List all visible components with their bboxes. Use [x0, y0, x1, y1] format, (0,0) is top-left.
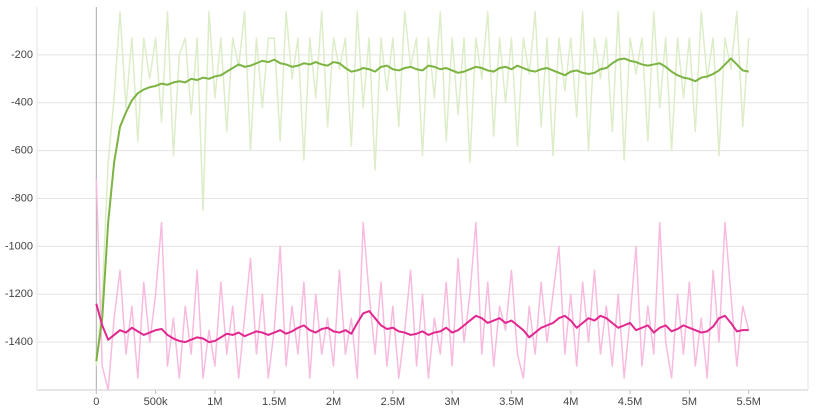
x-tick-label: 2.5M — [381, 396, 405, 408]
x-tick-label: 1M — [207, 396, 222, 408]
grid — [36, 7, 809, 394]
y-tick-label: -800 — [11, 192, 33, 204]
y-tick-label: -400 — [11, 97, 33, 109]
y-tick-label: -600 — [11, 145, 33, 157]
y-tick-label: -1000 — [5, 240, 33, 252]
x-tick-label: 2M — [326, 396, 341, 408]
x-tick-label: 4M — [563, 396, 578, 408]
x-tick-label: 3M — [445, 396, 460, 408]
series-line — [95, 57, 749, 362]
y-tick-label: -1200 — [5, 288, 33, 300]
y-tick-label: -200 — [11, 49, 33, 61]
x-tick-label: 5.5M — [736, 396, 760, 408]
series-line — [95, 303, 749, 344]
x-tick-label: 0 — [93, 396, 99, 408]
x-tick-label: 500k — [144, 396, 168, 408]
plot-area — [95, 11, 750, 390]
y-tick-label: -1400 — [5, 336, 33, 348]
axis-labels: -1400 -1200 -1000 -800 -600 -400 -200 0 500k 1M 1.… — [5, 49, 761, 408]
x-tick-label: 5M — [682, 396, 697, 408]
x-tick-label: 3.5M — [499, 396, 523, 408]
x-tick-label: 1.5M — [262, 396, 286, 408]
series-line — [95, 11, 750, 367]
series-line — [95, 179, 750, 390]
x-tick-label: 4.5M — [618, 396, 642, 408]
